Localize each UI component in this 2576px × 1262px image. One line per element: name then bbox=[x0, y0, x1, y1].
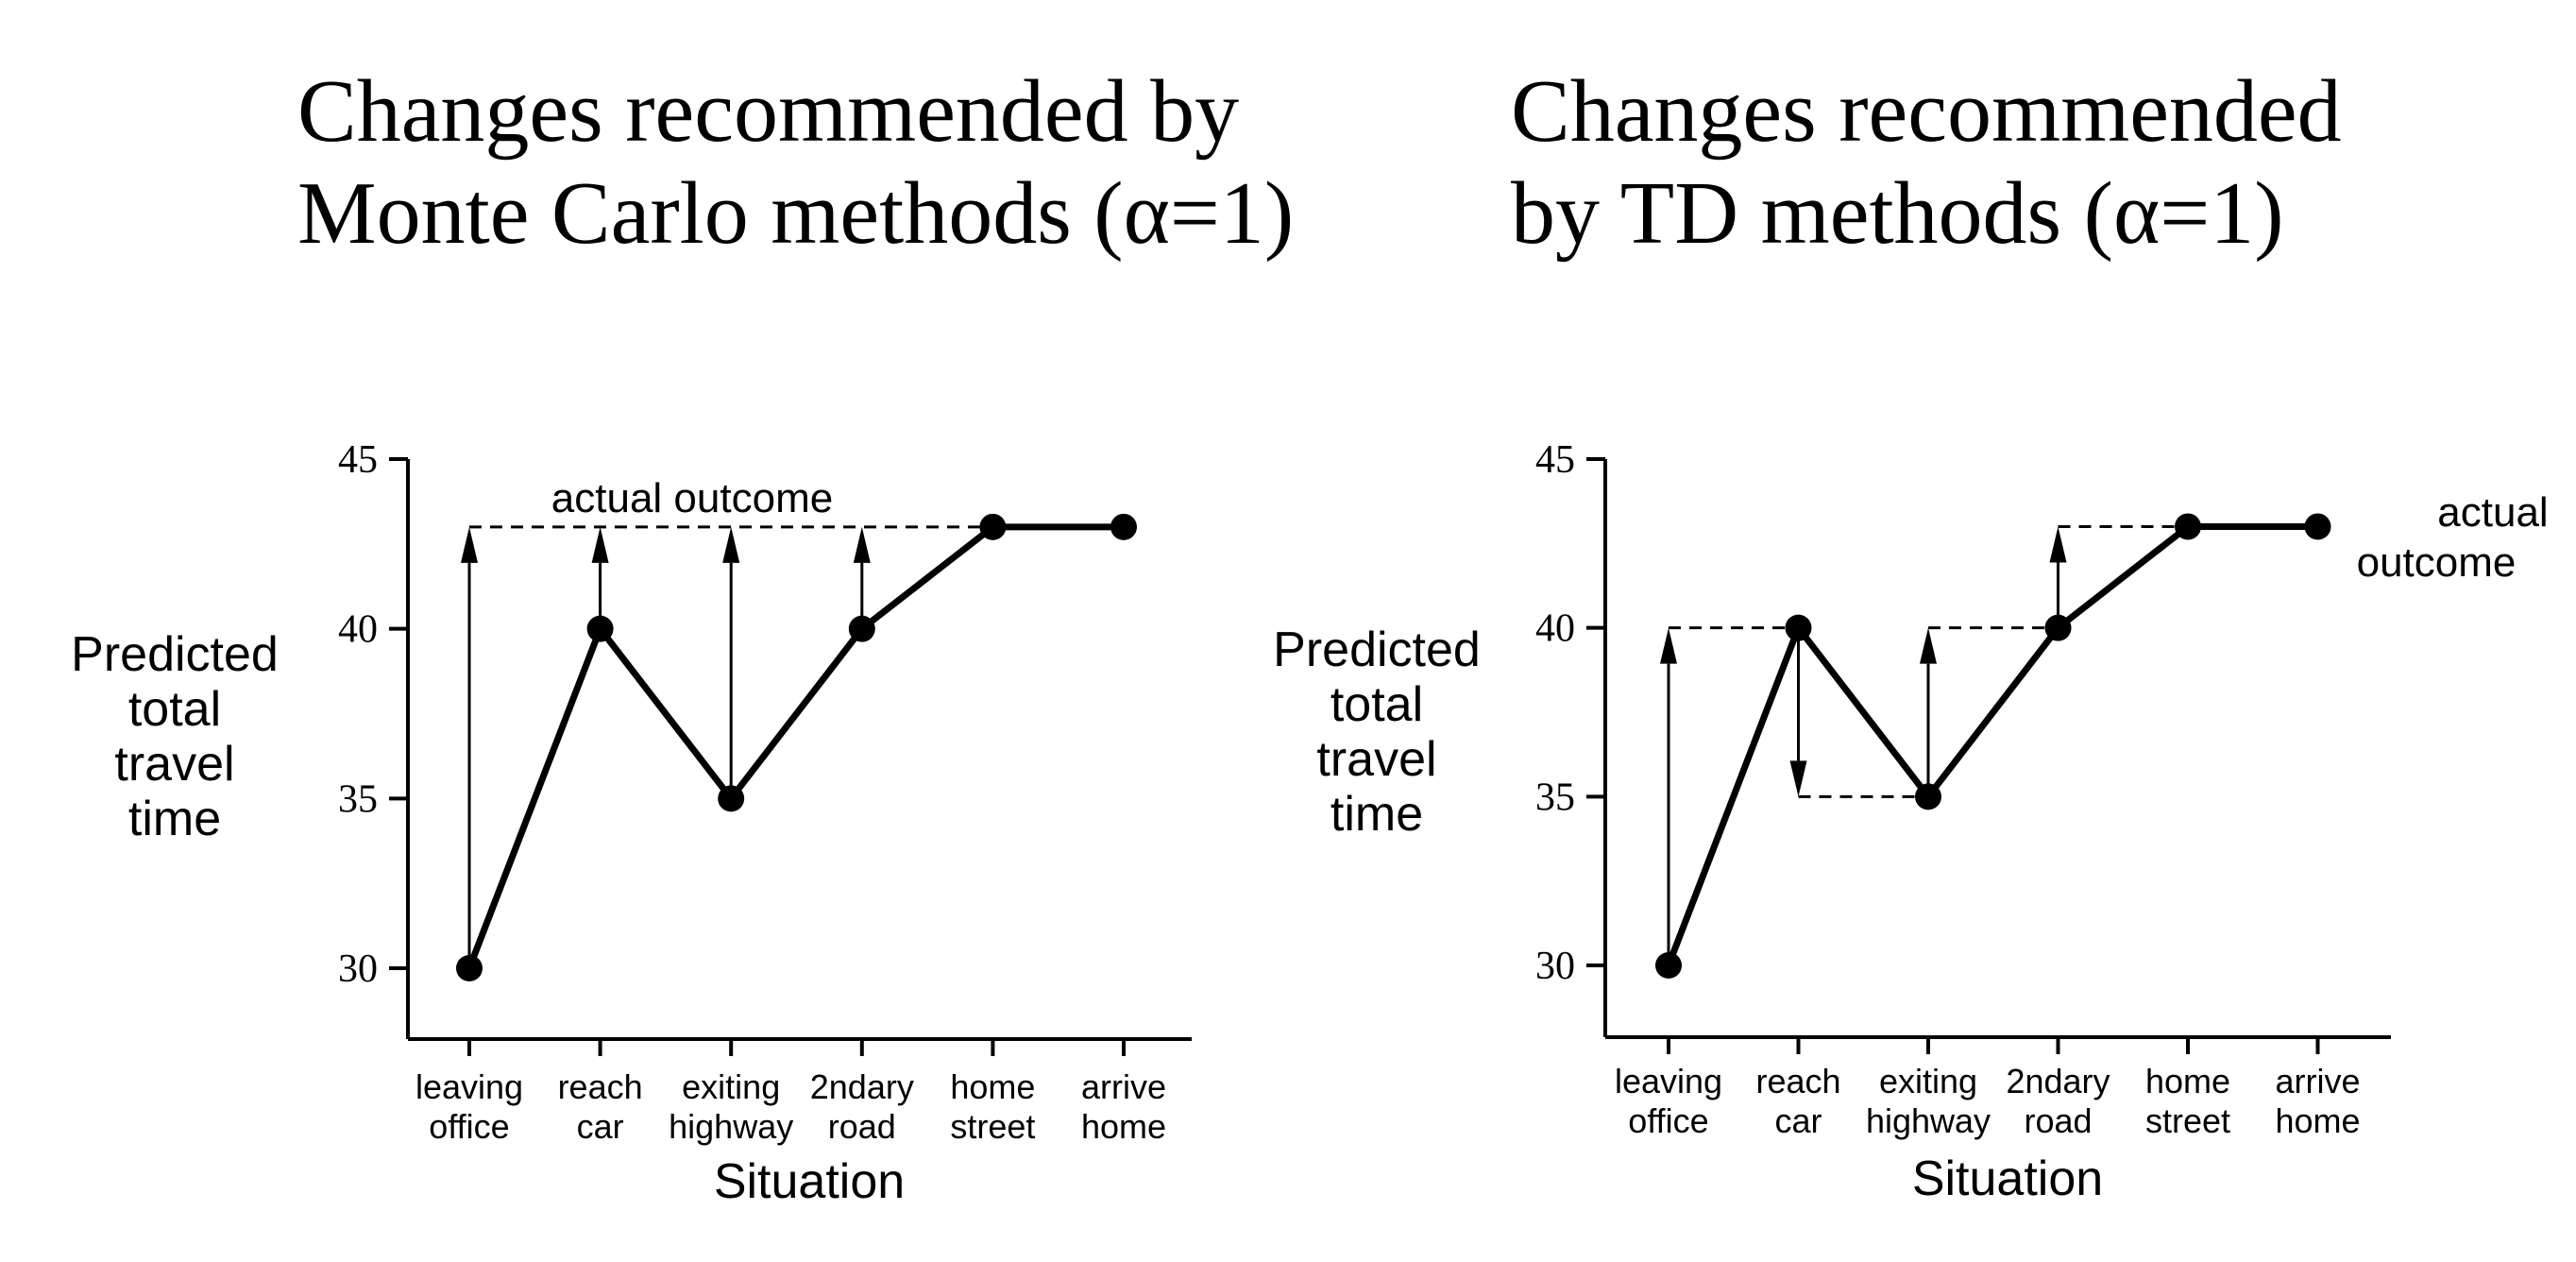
td-actual-outcome-label: actual bbox=[2437, 489, 2548, 536]
monte-carlo-data-point bbox=[586, 615, 614, 642]
monte-carlo-x-axis-title: Situation bbox=[714, 1154, 905, 1209]
td-x-tick-label: arrive bbox=[2275, 1062, 2360, 1100]
td-x-tick-label: reach bbox=[1755, 1062, 1840, 1100]
monte-carlo-x-tick-label: leaving bbox=[415, 1067, 523, 1106]
monte-carlo-x-tick-label: office bbox=[429, 1107, 509, 1146]
td-data-point bbox=[2044, 614, 2072, 641]
td-y-axis-title: time bbox=[1330, 787, 1423, 842]
td-y-axis-title: Predicted bbox=[1273, 622, 1481, 677]
td-actual-outcome-label: outcome bbox=[2357, 539, 2517, 586]
monte-carlo-y-axis-title: time bbox=[128, 792, 221, 846]
td-x-tick-label: car bbox=[1774, 1101, 1822, 1140]
td-data-point bbox=[1915, 783, 1941, 810]
monte-carlo-data-point bbox=[979, 513, 1007, 540]
monte-carlo-x-tick-label: exiting bbox=[682, 1067, 780, 1106]
td-x-tick-label: road bbox=[2024, 1101, 2092, 1140]
td-x-tick-label: home bbox=[2145, 1062, 2230, 1100]
td-x-tick-label: 2ndary bbox=[2006, 1062, 2110, 1100]
td-x-tick-label: home bbox=[2275, 1101, 2360, 1140]
monte-carlo-y-axis-title: total bbox=[128, 682, 221, 737]
monte-carlo-data-point bbox=[848, 615, 875, 642]
monte-carlo-data-point bbox=[1110, 513, 1137, 540]
monte-carlo-y-tick-label: 35 bbox=[338, 777, 378, 821]
monte-carlo-x-tick-label: highway bbox=[669, 1107, 793, 1146]
td-arrow-head bbox=[2049, 526, 2067, 563]
monte-carlo-x-tick-label: car bbox=[577, 1107, 624, 1146]
td-y-axis-title: travel bbox=[1316, 732, 1436, 787]
td-data-point bbox=[2175, 513, 2201, 540]
monte-carlo-y-axis-title: travel bbox=[114, 737, 234, 792]
monte-carlo-x-tick-label: home bbox=[950, 1067, 1035, 1106]
chart-title-td: Changes recommended by TD methods (α=1) bbox=[1511, 62, 2342, 263]
td-arrow-head bbox=[1789, 760, 1807, 797]
td-y-tick-label: 35 bbox=[1535, 776, 1575, 819]
td-y-tick-label: 45 bbox=[1535, 438, 1575, 482]
monte-carlo-arrow-head bbox=[461, 526, 478, 563]
td-arrow-head bbox=[1920, 627, 1937, 664]
monte-carlo-y-axis-title: Predicted bbox=[71, 627, 279, 682]
chart-title-monte-carlo: Changes recommended by Monte Carlo metho… bbox=[297, 62, 1295, 263]
monte-carlo-x-tick-label: street bbox=[950, 1107, 1035, 1146]
td-arrow-head bbox=[1660, 627, 1677, 664]
monte-carlo-x-tick-label: 2ndary bbox=[810, 1067, 914, 1106]
monte-carlo-arrow-head bbox=[853, 526, 871, 563]
td-series-line bbox=[1665, 522, 2318, 967]
td-x-tick-label: office bbox=[1628, 1101, 1708, 1140]
td-x-tick-label: leaving bbox=[1615, 1062, 1722, 1100]
td-x-tick-label: highway bbox=[1866, 1101, 1991, 1140]
monte-carlo-actual-outcome-label: actual outcome bbox=[551, 475, 833, 521]
monte-carlo-data-point bbox=[456, 955, 483, 981]
monte-carlo-y-tick-label: 30 bbox=[338, 947, 378, 991]
td-x-axis-title: Situation bbox=[1912, 1151, 2103, 1206]
monte-carlo-x-tick-label: reach bbox=[558, 1067, 643, 1106]
td-data-point bbox=[2304, 513, 2331, 540]
monte-carlo-series-line bbox=[466, 523, 1124, 970]
td-y-tick-label: 40 bbox=[1535, 607, 1575, 651]
td-y-tick-label: 30 bbox=[1535, 945, 1575, 988]
monte-carlo-x-tick-label: road bbox=[828, 1107, 896, 1146]
td-y-axis-title: total bbox=[1330, 677, 1423, 732]
monte-carlo-y-tick-label: 45 bbox=[338, 438, 378, 482]
monte-carlo-arrow-head bbox=[591, 526, 609, 563]
td-x-tick-label: exiting bbox=[1879, 1062, 1977, 1100]
monte-carlo-x-tick-label: home bbox=[1081, 1107, 1166, 1146]
monte-carlo-data-point bbox=[718, 785, 745, 812]
td-data-point bbox=[1785, 614, 1812, 641]
monte-carlo-y-tick-label: 40 bbox=[338, 608, 378, 652]
monte-carlo-x-tick-label: arrive bbox=[1081, 1067, 1166, 1106]
td-data-point bbox=[1655, 952, 1682, 979]
td-x-tick-label: street bbox=[2145, 1101, 2230, 1140]
monte-carlo-arrow-head bbox=[722, 526, 740, 563]
